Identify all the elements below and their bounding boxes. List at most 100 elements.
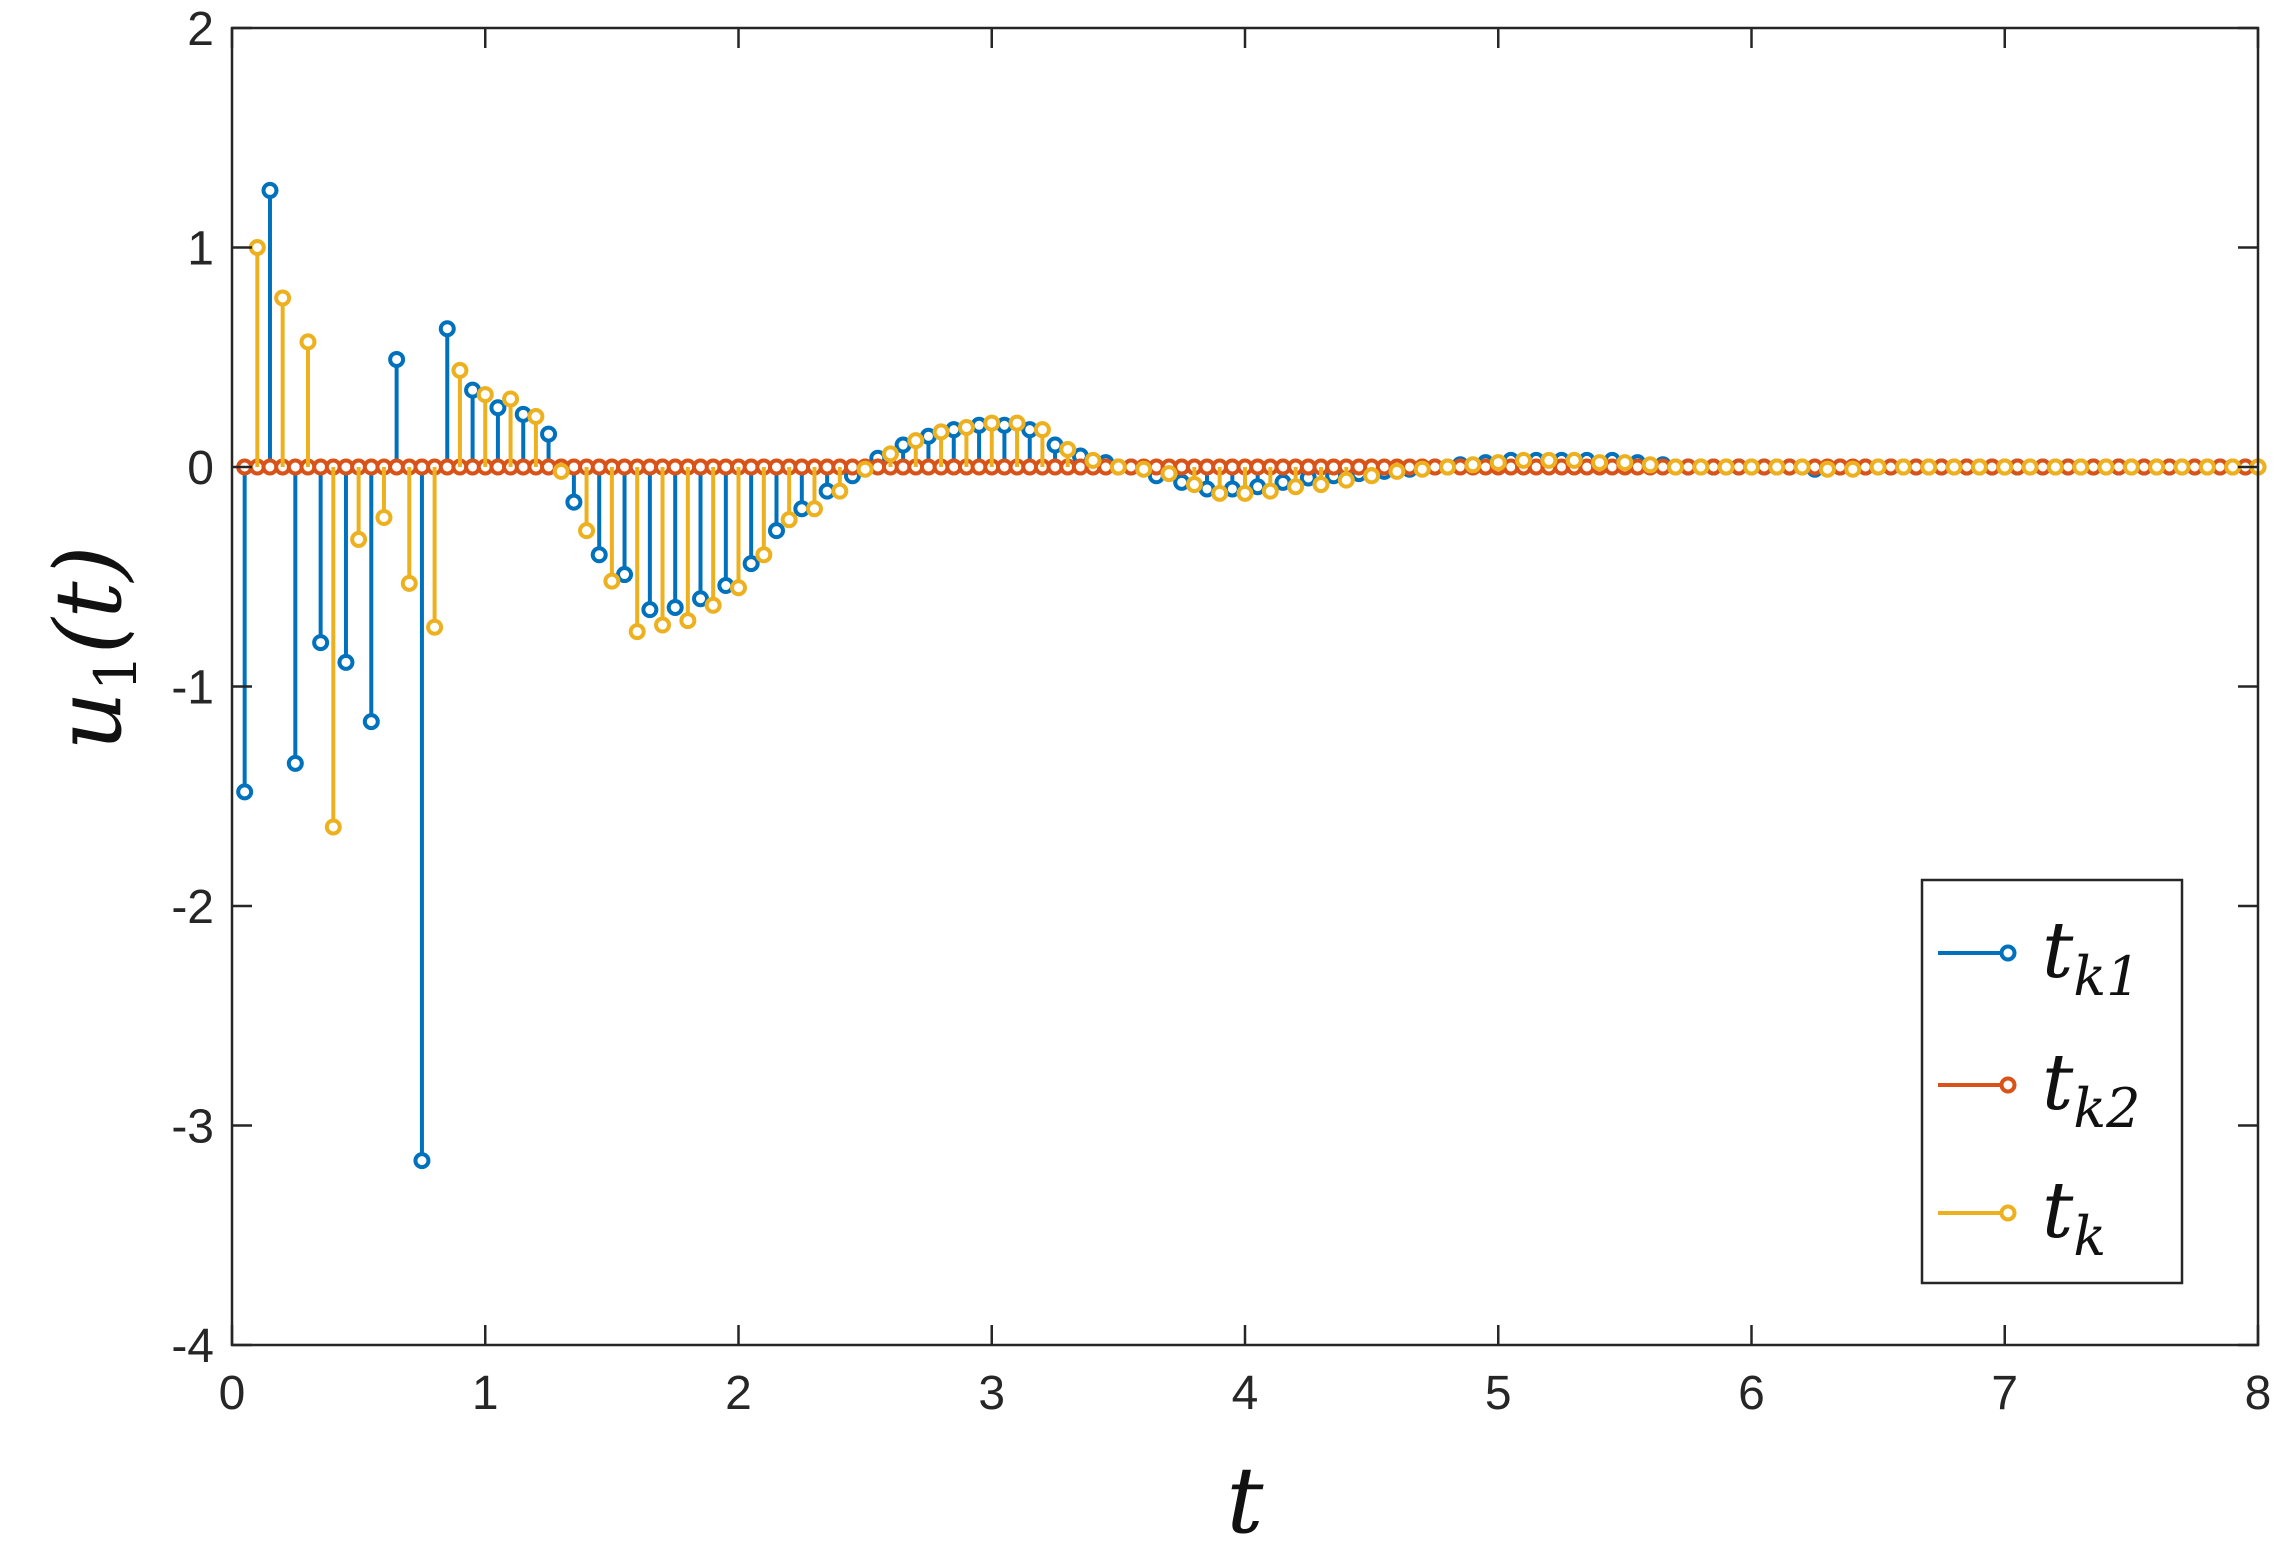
stem-marker	[1565, 451, 1583, 469]
stem-marker	[692, 590, 710, 608]
stem-marker	[1920, 458, 1938, 476]
stem-marker	[780, 511, 798, 529]
stem-marker	[1413, 460, 1431, 478]
stem-marker	[628, 623, 646, 641]
stem-marker	[1540, 451, 1558, 469]
stem-marker	[666, 598, 684, 616]
legend-marker	[1999, 944, 2017, 962]
stem-marker	[679, 612, 697, 630]
stem-marker	[1008, 414, 1026, 432]
stem-marker	[1464, 456, 1482, 474]
stem-marker	[1109, 458, 1127, 476]
y-axis-title: u1(t)	[35, 546, 150, 751]
legend-box	[1920, 878, 2184, 1285]
x-tick-label: 6	[1738, 1367, 1765, 1420]
legend-marker	[1999, 1076, 2017, 1094]
stem-marker	[451, 361, 469, 379]
stem-marker	[1768, 458, 1786, 476]
stem-marker	[1287, 478, 1305, 496]
stem-marker	[400, 574, 418, 592]
stem-marker	[1211, 484, 1229, 502]
stem-marker	[805, 500, 823, 518]
legend-item-k1: tk1	[1938, 906, 2140, 1008]
stem-marker	[1261, 482, 1279, 500]
legend-marker	[1999, 1204, 2017, 1222]
stem-marker	[1844, 460, 1862, 478]
x-tick-label: 3	[978, 1367, 1005, 1420]
y-tick-label: 1	[187, 223, 214, 276]
stem-marker	[932, 423, 950, 441]
stem-marker	[1945, 458, 1963, 476]
stem-marker	[1033, 421, 1051, 439]
stem-marker	[730, 579, 747, 597]
stem-marker	[616, 566, 634, 584]
x-tick-label: 2	[725, 1367, 752, 1420]
stem-marker	[2021, 458, 2039, 476]
stem-marker	[362, 713, 380, 731]
y-tick-label: -1	[171, 662, 214, 715]
stem-marker	[1818, 460, 1836, 478]
legend-item-k2: tk2	[1938, 1038, 2140, 1140]
stem-marker	[742, 555, 760, 573]
stem-marker	[2122, 458, 2140, 476]
stem-marker	[856, 460, 874, 478]
stem-marker	[324, 818, 342, 836]
stem-marker	[1236, 484, 1254, 502]
stem-marker	[2198, 458, 2216, 476]
stem-marker	[603, 572, 621, 590]
stem-marker	[2148, 458, 2166, 476]
stem-marker	[2224, 458, 2242, 476]
y-tick-label: -4	[171, 1320, 214, 1373]
stem-marker	[755, 546, 773, 564]
stem-marker	[286, 754, 304, 772]
stem-marker	[1160, 465, 1178, 483]
stem-marker	[476, 386, 494, 404]
stem-marker	[1591, 454, 1609, 472]
stem-marker	[1743, 458, 1760, 476]
stem-marker	[1439, 458, 1457, 476]
stem-marker	[1717, 458, 1735, 476]
stem-marker	[2097, 458, 2115, 476]
y-tick-label: -3	[171, 1101, 214, 1154]
stem-marker	[1185, 476, 1203, 494]
legend-label: tk2	[2042, 1038, 2140, 1140]
stem-marker	[2046, 458, 2064, 476]
svg-text:u1(t): u1(t)	[35, 546, 150, 751]
y-axis-title-base: u	[35, 691, 142, 750]
stem-marker	[590, 546, 608, 564]
stem-marker	[1337, 471, 1355, 489]
stem-marker	[654, 616, 672, 634]
tick-group: 0 1 2 3 4 5 6 7 8 -4 -3 -2 -1 0 1 2	[171, 3, 2271, 1420]
stem-marker	[1793, 458, 1811, 476]
y-tick-label: -2	[171, 881, 214, 934]
legend-item-k: tk	[1938, 1166, 2106, 1268]
stem-marker	[248, 239, 266, 256]
stem-marker	[641, 601, 659, 619]
y-tick-label: 2	[187, 3, 214, 56]
legend-label: tk	[2042, 1166, 2106, 1268]
stem-marker	[527, 408, 545, 426]
stem-marker	[767, 522, 785, 540]
stem-marker	[413, 1152, 431, 1170]
legend-label: tk1	[2042, 906, 2140, 1008]
stem-marker	[502, 390, 520, 408]
stem-marker	[1894, 458, 1912, 476]
x-tick-label: 0	[219, 1367, 246, 1420]
legend: tk1 tk2 tk	[1920, 878, 2184, 1285]
stem-marker	[1135, 460, 1153, 478]
stem-marker	[1489, 454, 1507, 472]
stem-marker	[1692, 458, 1710, 476]
stem-marker	[578, 522, 596, 540]
stem-marker	[831, 482, 849, 500]
y-tick-label: 0	[187, 442, 214, 495]
stem-marker	[1970, 458, 1988, 476]
stem-marker	[881, 445, 899, 463]
stem-marker	[375, 508, 393, 526]
stem-marker	[1059, 440, 1077, 458]
stem-marker	[261, 181, 279, 199]
stem-marker	[907, 432, 925, 450]
stem-marker	[1388, 462, 1406, 480]
x-tick-label: 5	[1485, 1367, 1512, 1420]
stem-marker	[299, 333, 317, 351]
